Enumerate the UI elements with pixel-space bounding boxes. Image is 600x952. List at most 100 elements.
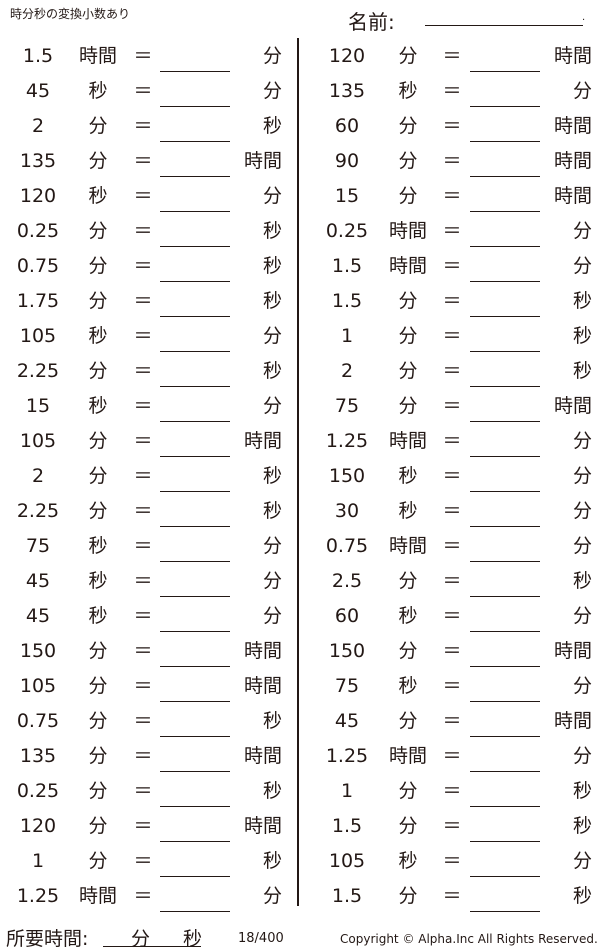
answer-blank[interactable] [470,561,540,562]
answer-blank[interactable] [160,106,230,107]
time-taken-label: 所要時間: [6,928,89,950]
answer-blank[interactable] [470,456,540,457]
equals-sign: ＝ [442,185,462,207]
time-taken-seconds-unit: 秒 [183,928,203,950]
equals-sign: ＝ [442,745,462,767]
name-field-line[interactable] [425,25,583,26]
answer-blank[interactable] [470,316,540,317]
answer-blank[interactable] [470,666,540,667]
answer-blank[interactable] [160,596,230,597]
problem-to-unit: 時間 [553,45,592,67]
equals-sign: ＝ [442,675,462,697]
problem-to-unit: 秒 [262,360,282,382]
answer-blank[interactable] [160,491,230,492]
problem-to-unit: 時間 [553,185,592,207]
worksheet-title: 時分秒の変換小数あり [10,7,131,21]
answer-blank[interactable] [470,701,540,702]
answer-blank[interactable] [470,351,540,352]
problem-from-unit: 秒 [88,570,108,592]
problem-from-unit: 秒 [398,80,418,102]
problem-value: 0.75 [16,710,60,732]
time-taken-minutes-unit: 分 [131,928,151,950]
answer-blank[interactable] [160,316,230,317]
answer-blank[interactable] [160,141,230,142]
answer-blank[interactable] [470,911,540,912]
equals-sign: ＝ [442,325,462,347]
answer-blank[interactable] [470,176,540,177]
answer-blank[interactable] [470,211,540,212]
answer-blank[interactable] [160,351,230,352]
problem-to-unit: 分 [262,80,282,102]
problem-to-unit: 時間 [243,430,282,452]
answer-blank[interactable] [160,806,230,807]
problem-from-unit: 分 [398,150,418,172]
answer-blank[interactable] [160,701,230,702]
answer-blank[interactable] [160,526,230,527]
problem-from-unit: 分 [398,640,418,662]
answer-blank[interactable] [160,841,230,842]
answer-blank[interactable] [470,141,540,142]
answer-blank[interactable] [160,386,230,387]
problem-to-unit: 分 [262,605,282,627]
answer-blank[interactable] [470,106,540,107]
problem-to-unit: 時間 [553,115,592,137]
answer-blank[interactable] [160,666,230,667]
problem-from-unit: 秒 [88,535,108,557]
answer-blank[interactable] [470,421,540,422]
answer-blank[interactable] [160,876,230,877]
answer-blank[interactable] [470,491,540,492]
problem-to-unit: 時間 [553,150,592,172]
problem-value: 45 [334,710,360,732]
equals-sign: ＝ [442,45,462,67]
problem-to-unit: 秒 [262,710,282,732]
problem-from-unit: 分 [398,115,418,137]
answer-blank[interactable] [160,456,230,457]
answer-blank[interactable] [470,71,540,72]
answer-blank[interactable] [160,176,230,177]
equals-sign: ＝ [133,500,153,522]
answer-blank[interactable] [160,71,230,72]
problem-to-unit: 秒 [262,500,282,522]
answer-blank[interactable] [470,631,540,632]
answer-blank[interactable] [470,806,540,807]
problem-from-unit: 分 [88,780,108,802]
answer-blank[interactable] [470,526,540,527]
answer-blank[interactable] [160,246,230,247]
answer-blank[interactable] [160,736,230,737]
problem-to-unit: 分 [572,745,592,767]
problem-from-unit: 分 [398,780,418,802]
page-number: 18/400 [238,931,284,946]
answer-blank[interactable] [160,281,230,282]
problem-to-unit: 時間 [553,395,592,417]
problem-value: 0.25 [16,220,60,242]
problem-from-unit: 分 [398,815,418,837]
problem-to-unit: 分 [572,500,592,522]
problem-value: 2 [340,360,354,382]
problem-value: 45 [25,605,51,627]
answer-blank[interactable] [470,771,540,772]
problem-to-unit: 秒 [572,815,592,837]
problem-value: 60 [334,605,360,627]
answer-blank[interactable] [470,281,540,282]
equals-sign: ＝ [442,255,462,277]
problem-from-unit: 分 [88,150,108,172]
answer-blank[interactable] [470,596,540,597]
answer-blank[interactable] [160,421,230,422]
answer-blank[interactable] [160,631,230,632]
answer-blank[interactable] [160,911,230,912]
answer-blank[interactable] [470,841,540,842]
time-taken-line[interactable] [103,946,201,947]
equals-sign: ＝ [442,80,462,102]
answer-blank[interactable] [470,736,540,737]
answer-blank[interactable] [470,246,540,247]
answer-blank[interactable] [470,386,540,387]
answer-blank[interactable] [160,771,230,772]
problem-value: 2.25 [16,500,60,522]
problem-value: 75 [25,535,51,557]
answer-blank[interactable] [160,211,230,212]
problem-from-unit: 秒 [398,500,418,522]
answer-blank[interactable] [470,876,540,877]
answer-blank[interactable] [160,561,230,562]
problem-from-unit: 分 [88,360,108,382]
problem-from-unit: 時間 [78,885,117,907]
